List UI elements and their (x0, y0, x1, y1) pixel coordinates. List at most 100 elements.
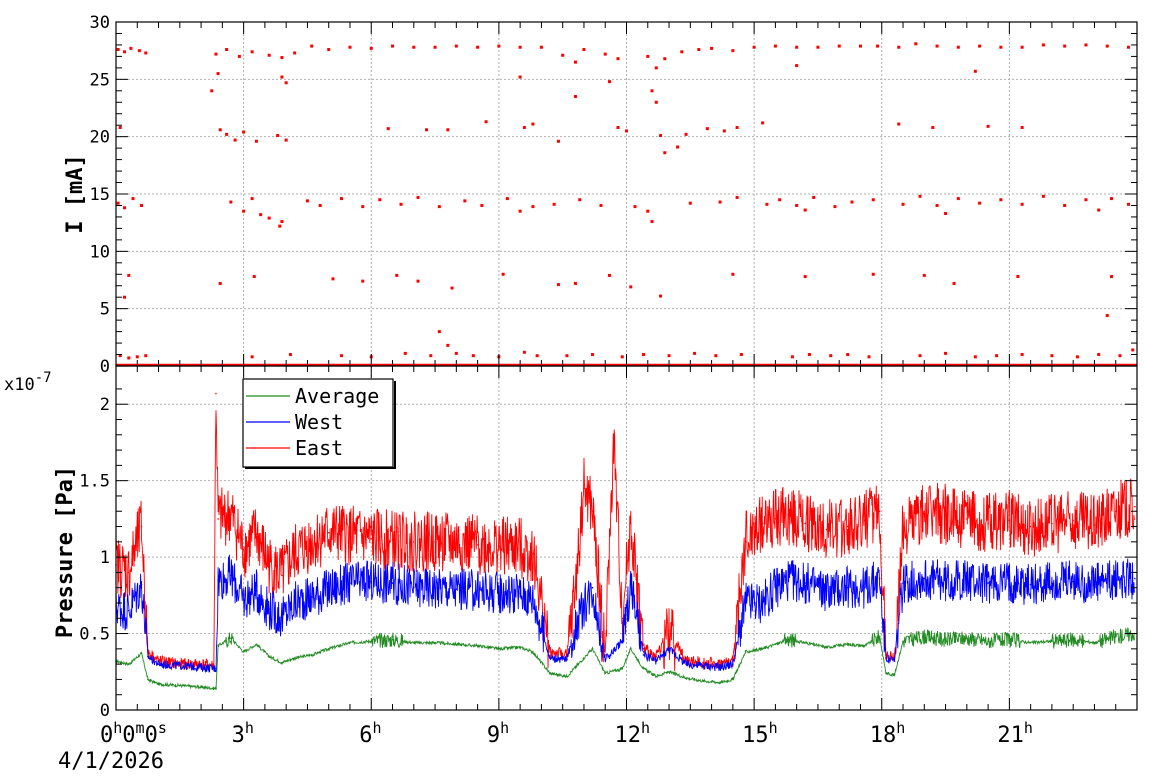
x-tick-label: 18h (870, 719, 906, 748)
data-point (778, 198, 782, 202)
series-point (217, 579, 219, 581)
data-point (284, 81, 288, 85)
series-point (255, 589, 258, 592)
series-point (944, 638, 947, 641)
data-point (127, 356, 131, 360)
series-point (774, 518, 777, 520)
data-point (250, 50, 254, 54)
data-point (739, 353, 743, 357)
bottom-y-axis-title: Pressure [Pa] (53, 466, 78, 638)
data-point (556, 139, 560, 143)
series-point (566, 675, 568, 678)
series-trace (116, 627, 1135, 691)
data-point (1105, 44, 1109, 48)
series-point (293, 657, 296, 659)
data-point (931, 125, 935, 129)
series-point (629, 648, 632, 650)
series-point (532, 553, 534, 555)
data-point (118, 354, 122, 358)
series-point (200, 686, 202, 688)
series-point (591, 586, 594, 589)
data-point (1109, 197, 1113, 201)
series-point (412, 586, 415, 589)
series-point (293, 553, 296, 555)
data-point (480, 203, 484, 207)
series-point (863, 519, 866, 522)
series-average (115, 627, 1136, 691)
data-point (331, 277, 335, 281)
data-point (871, 272, 875, 276)
series-point (147, 678, 149, 681)
data-point (522, 125, 526, 129)
data-point (914, 42, 918, 46)
series-point (574, 625, 577, 627)
series-point (923, 577, 926, 580)
series-point (804, 582, 806, 584)
data-point (242, 130, 246, 134)
data-point (688, 201, 692, 205)
data-point (871, 198, 875, 202)
series-point (987, 640, 989, 642)
data-point (259, 213, 263, 217)
series-point (885, 672, 887, 675)
data-point (1126, 45, 1130, 49)
data-point (875, 44, 879, 48)
series-point (140, 652, 143, 655)
series-point (255, 533, 258, 535)
series-point (846, 643, 849, 646)
data-point (518, 209, 522, 213)
data-point (395, 273, 399, 277)
data-point (642, 353, 646, 357)
data-point (1041, 194, 1045, 198)
series-point (604, 672, 607, 675)
data-point (1020, 45, 1024, 49)
date-label: 4/1/2026 (58, 749, 164, 774)
data-point (450, 286, 454, 290)
series-point (966, 579, 968, 581)
series-point (846, 525, 849, 528)
data-point (629, 285, 633, 289)
data-point (999, 45, 1003, 49)
series-point (744, 541, 747, 543)
data-point (280, 56, 284, 60)
series-point (230, 513, 232, 516)
series-point (719, 681, 721, 684)
x-tick-label: 6h (359, 719, 381, 748)
series-point (293, 602, 296, 604)
data-point (790, 355, 794, 359)
data-point (795, 45, 799, 49)
y-tick-label: 5 (100, 300, 110, 320)
series-point (179, 664, 181, 667)
series-point (685, 677, 687, 679)
data-point (918, 354, 922, 358)
legend-label: East (295, 436, 343, 460)
series-point (349, 641, 351, 644)
series-point (902, 582, 904, 584)
series-point (878, 577, 881, 580)
data-point (539, 45, 543, 49)
series-point (230, 637, 232, 639)
data-point (129, 46, 133, 50)
y-tick-label: 30 (90, 13, 110, 33)
top-panel-grid (116, 22, 1137, 366)
series-point (127, 663, 130, 665)
series-point (327, 531, 330, 534)
series-point (391, 582, 394, 584)
data-point (210, 89, 214, 93)
series-point (215, 667, 217, 670)
series-point (519, 646, 521, 649)
series-point (370, 537, 373, 540)
data-point (378, 198, 382, 202)
series-point (642, 654, 645, 656)
series-point (217, 518, 219, 520)
series-point (923, 635, 926, 638)
data-point (607, 273, 611, 277)
series-point (1134, 577, 1136, 580)
series-point (655, 675, 658, 678)
data-point (446, 128, 450, 132)
series-point (157, 683, 160, 685)
data-point (935, 203, 939, 207)
data-point (1118, 354, 1122, 358)
data-point (127, 273, 131, 277)
series-point (476, 589, 479, 592)
